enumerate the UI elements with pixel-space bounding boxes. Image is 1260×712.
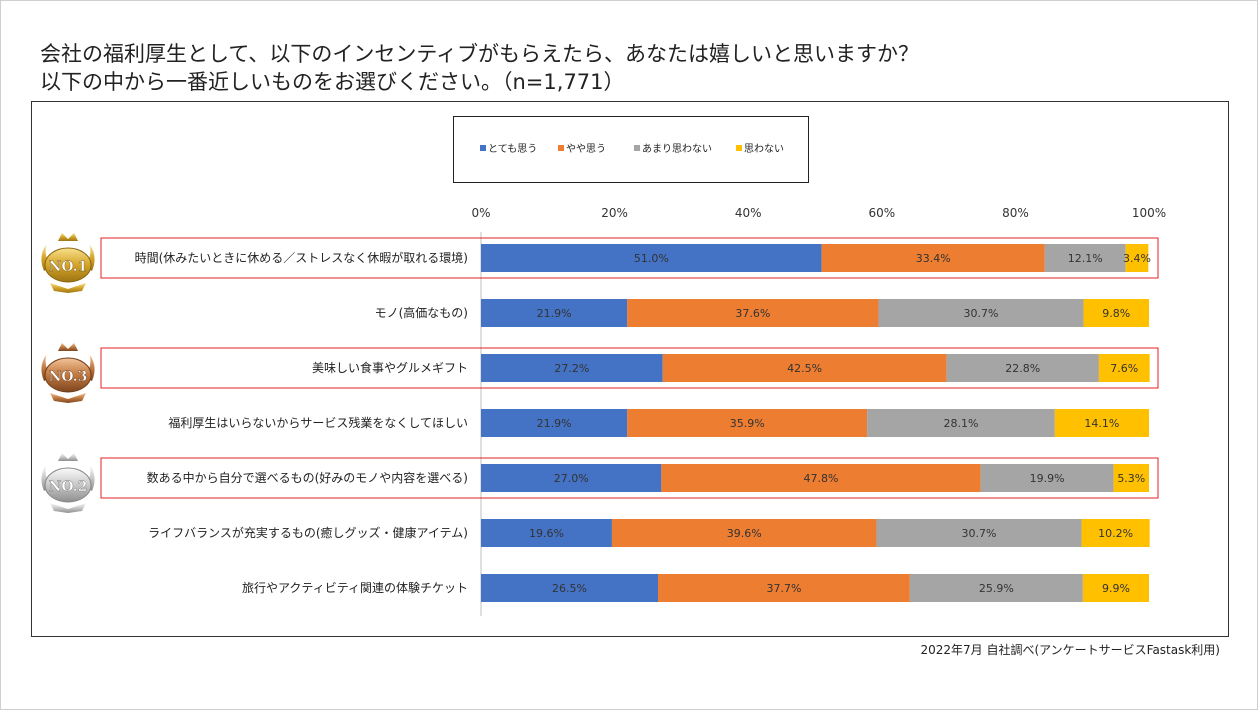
category-label: モノ(高価なもの) xyxy=(375,305,468,320)
bar-segment xyxy=(946,354,1099,382)
rank-1-text: NO.1 xyxy=(49,259,88,275)
bar-segment xyxy=(878,299,1084,327)
bar-segment xyxy=(662,354,947,382)
bar-segment xyxy=(1113,464,1149,492)
category-label: 時間(休みたいときに休める／ストレスなく休暇が取れる環境) xyxy=(135,250,468,265)
data-label: 3.4% xyxy=(1123,252,1151,265)
legend-swatch-2 xyxy=(558,145,564,151)
bar-segment xyxy=(876,519,1082,547)
bar-segment xyxy=(980,464,1114,492)
data-label: 51.0% xyxy=(634,252,669,265)
data-label: 25.9% xyxy=(979,582,1014,595)
data-label: 28.1% xyxy=(943,417,978,430)
x-tick-label: 0% xyxy=(471,206,490,220)
category-label: 美味しい食事やグルメギフト xyxy=(312,360,468,375)
data-label: 26.5% xyxy=(552,582,587,595)
bar-segment xyxy=(481,574,659,602)
rank-3-text: NO.3 xyxy=(49,369,88,385)
data-label: 9.8% xyxy=(1102,307,1130,320)
legend-label-4: 思わない xyxy=(744,144,784,155)
legend: とても思う やや思う あまり思わない 思わない xyxy=(453,116,809,183)
bar-segment xyxy=(1044,244,1126,272)
data-label: 22.8% xyxy=(1005,362,1040,375)
bar-segment xyxy=(627,409,868,437)
highlight-box xyxy=(100,457,1159,499)
bar-segment xyxy=(1125,244,1149,272)
bar-segment xyxy=(661,464,981,492)
title-line-2: 以下の中から一番近しいものをお選びください。（n=1,771） xyxy=(40,70,625,94)
legend-swatch-1 xyxy=(480,145,486,151)
legend-item-4: 思わない xyxy=(736,144,784,156)
legend-item-3: あまり思わない xyxy=(634,144,712,156)
bar-segment xyxy=(481,409,628,437)
bar-segment xyxy=(821,244,1045,272)
data-label: 5.3% xyxy=(1117,472,1145,485)
data-label: 21.9% xyxy=(537,307,572,320)
data-label: 33.4% xyxy=(916,252,951,265)
title-line-1: 会社の福利厚生として、以下のインセンティブがもらえたら、あなたは嬉しいと思います… xyxy=(40,42,920,66)
category-label: 福利厚生はいらないからサービス残業をなくしてほしい xyxy=(168,415,468,430)
x-tick-label: 80% xyxy=(1002,206,1029,220)
rank-2-medal-icon: NO.2 xyxy=(41,453,95,513)
rank-3-medal-icon: NO.3 xyxy=(41,343,95,403)
bar-segment xyxy=(627,299,879,327)
highlight-box xyxy=(100,347,1159,389)
bar-segment xyxy=(1083,299,1149,327)
highlight-box xyxy=(100,237,1159,279)
legend-item-1: とても思う xyxy=(480,144,537,156)
category-label: 旅行やアクティビティ関連の体験チケット xyxy=(242,580,468,595)
data-label: 42.5% xyxy=(787,362,822,375)
legend-item-2: やや思う xyxy=(558,144,606,156)
legend-label-2: やや思う xyxy=(566,144,606,155)
legend-label-1: とても思う xyxy=(488,144,538,155)
data-label: 47.8% xyxy=(804,472,839,485)
data-label: 35.9% xyxy=(730,417,765,430)
data-label: 19.9% xyxy=(1030,472,1065,485)
bar-segment xyxy=(481,519,612,547)
source-note: 2022年7月 自社調べ(アンケートサービスFastask利用) xyxy=(920,643,1220,657)
bar-segment xyxy=(481,464,662,492)
legend-swatch-3 xyxy=(634,145,640,151)
bar-segment xyxy=(611,519,877,547)
data-label: 37.6% xyxy=(735,307,770,320)
bar-segment xyxy=(481,354,663,382)
data-label: 30.7% xyxy=(962,527,997,540)
bar-segment xyxy=(867,409,1055,437)
data-label: 30.7% xyxy=(964,307,999,320)
bar-segment xyxy=(481,244,822,272)
legend-label-3: あまり思わない xyxy=(642,144,712,155)
x-tick-label: 100% xyxy=(1132,206,1166,220)
rank-2-text: NO.2 xyxy=(49,479,88,495)
bar-segment xyxy=(1054,409,1149,437)
x-tick-label: 40% xyxy=(735,206,762,220)
data-label: 21.9% xyxy=(537,417,572,430)
x-tick-label: 20% xyxy=(601,206,628,220)
data-label: 27.2% xyxy=(554,362,589,375)
category-label: ライフバランスが充実するもの(癒しグッズ・健康アイテム) xyxy=(148,525,468,540)
x-tick-label: 60% xyxy=(868,206,895,220)
bar-segment xyxy=(1098,354,1150,382)
category-label: 数ある中から自分で選べるもの(好みのモノや内容を選べる) xyxy=(147,470,468,485)
data-label: 19.6% xyxy=(529,527,564,540)
data-label: 10.2% xyxy=(1098,527,1133,540)
data-label: 27.0% xyxy=(554,472,589,485)
bar-segment xyxy=(1081,519,1150,547)
bar-segment xyxy=(1082,574,1149,602)
chart-title: 会社の福利厚生として、以下のインセンティブがもらえたら、あなたは嬉しいと思います… xyxy=(40,40,1220,96)
bar-segment xyxy=(909,574,1083,602)
bar-segment xyxy=(481,299,628,327)
legend-swatch-4 xyxy=(736,145,742,151)
data-label: 12.1% xyxy=(1068,252,1103,265)
data-label: 39.6% xyxy=(727,527,762,540)
data-label: 9.9% xyxy=(1102,582,1130,595)
data-label: 14.1% xyxy=(1084,417,1119,430)
data-label: 7.6% xyxy=(1110,362,1138,375)
data-label: 37.7% xyxy=(766,582,801,595)
rank-1-medal-icon: NO.1 xyxy=(41,233,95,293)
bar-segment xyxy=(658,574,910,602)
